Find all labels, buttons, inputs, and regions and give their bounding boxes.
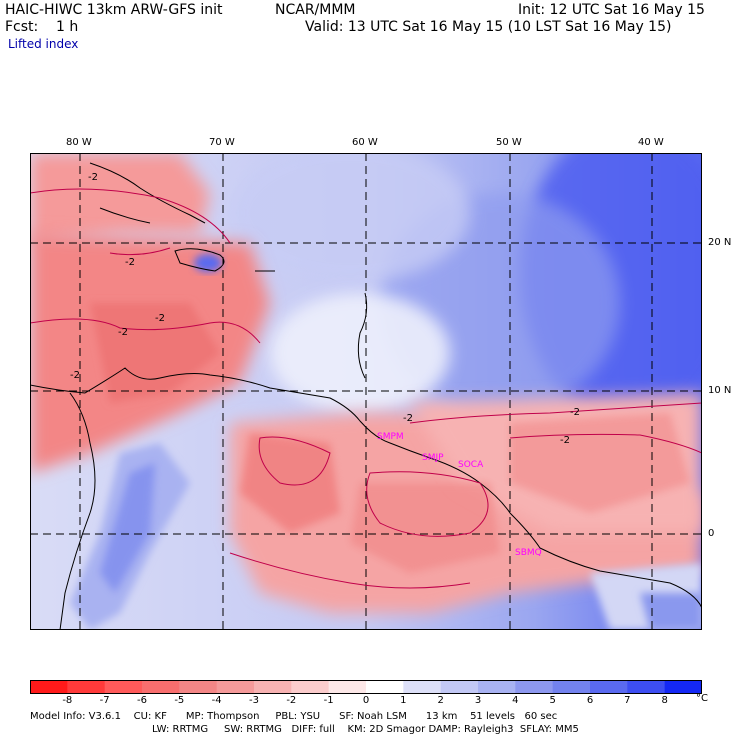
colorbar-cell (104, 680, 143, 694)
contour-labels: -2 -2 -2 -2 -2 -2 -2 -2 (70, 172, 580, 446)
lat-label-10n: 10 N (708, 385, 732, 396)
colorbar-cell (254, 680, 292, 694)
colorbar-tick-label: -3 (249, 695, 259, 706)
colorbar-tick-label: -2 (286, 695, 297, 706)
contour-label: -2 (125, 257, 135, 268)
colorbar-cell (440, 680, 479, 694)
colorbar-cell (664, 680, 702, 694)
lon-label-40w: 40 W (638, 137, 664, 148)
colorbar-tick-label: 3 (474, 695, 482, 706)
colorbar-cell (627, 680, 666, 694)
lon-label-50w: 50 W (496, 137, 522, 148)
colorbar-tick-label: -5 (174, 695, 185, 706)
colorbar-cell (478, 680, 516, 694)
contour-label: -2 (88, 172, 98, 183)
colorbar-tick-label: -6 (137, 695, 147, 706)
colorbar-cell (328, 680, 367, 694)
contour-label: -2 (570, 407, 580, 418)
colorbar-cell (403, 680, 442, 694)
model-title: HAIC-HIWC 13km ARW-GFS init (5, 2, 223, 18)
colorbar (30, 680, 702, 694)
colorbar-tick-label: 0 (362, 695, 370, 706)
lon-label-60w: 60 W (352, 137, 378, 148)
contour-label: -2 (155, 313, 165, 324)
valid-time: Valid: 13 UTC Sat 16 May 15 (10 LST Sat … (305, 19, 672, 35)
lat-lon-grid (30, 153, 702, 630)
lon-label-80w: 80 W (66, 137, 92, 148)
station-smjp: SMJP (422, 453, 444, 463)
colorbar-tick-label: 2 (437, 695, 444, 706)
coastlines (30, 162, 702, 630)
colorbar-cell (67, 680, 106, 694)
colorbar-tick-label: 4 (512, 695, 519, 706)
colorbar-cell (590, 680, 628, 694)
colorbar-cell (30, 680, 68, 694)
model-info-line2: LW: RRTMG SW: RRTMG DIFF: full KM: 2D Sm… (152, 724, 579, 735)
init-time: Init: 12 UTC Sat 16 May 15 (518, 2, 705, 18)
colorbar-tick-label: 7 (624, 695, 631, 706)
colorbar-cell (142, 680, 180, 694)
colorbar-tick-label: 8 (661, 695, 668, 706)
colorbar-cell (366, 680, 404, 694)
colorbar-tick-label: -7 (99, 695, 110, 706)
contours-minus-2 (30, 188, 702, 589)
station-labels: SMPM SMJP SOCA SBMQ (377, 432, 542, 558)
lat-label-0: 0 (708, 528, 715, 539)
lat-label-20n: 20 N (708, 237, 732, 248)
org-label: NCAR/MMM (275, 2, 356, 18)
station-soca: SOCA (458, 460, 484, 470)
colorbar-cell (552, 680, 591, 694)
colorbar-cell (179, 680, 218, 694)
colorbar-tick-label: 6 (586, 695, 594, 706)
contour-label: -2 (70, 370, 80, 381)
colorbar-tick-label: 5 (549, 695, 556, 706)
colorbar-unit: °C (696, 693, 708, 704)
contour-label: -2 (403, 413, 413, 424)
station-sbmq: SBMQ (515, 548, 542, 558)
colorbar-cell (291, 680, 330, 694)
lifted-index-map: -2 -2 -2 -2 -2 -2 -2 -2 SMPM SMJP SOCA S… (30, 153, 702, 630)
colorbar-tick-label: -1 (323, 695, 334, 706)
contour-label: -2 (118, 327, 128, 338)
contour-label: -2 (560, 435, 570, 446)
colorbar-cell (216, 680, 255, 694)
colorbar-tick-label: -4 (211, 695, 222, 706)
model-info-line1: Model Info: V3.6.1 CU: KF MP: Thompson P… (30, 711, 558, 722)
lon-label-70w: 70 W (209, 137, 235, 148)
station-smpm: SMPM (377, 432, 404, 442)
colorbar-tick-label: -8 (62, 695, 73, 706)
forecast-hour: Fcst: 1 h (5, 19, 79, 35)
colorbar-cell (515, 680, 554, 694)
colorbar-tick-label: 1 (400, 695, 407, 706)
field-name: Lifted index (8, 37, 79, 51)
